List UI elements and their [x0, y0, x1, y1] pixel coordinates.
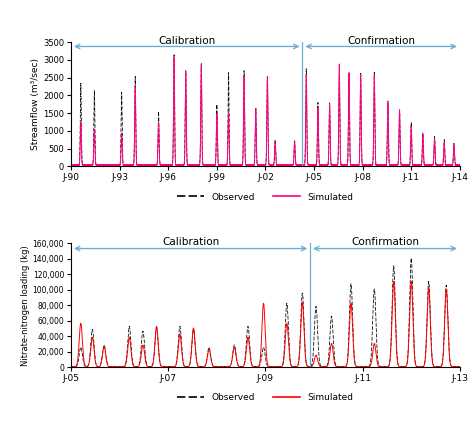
Text: Confirmation: Confirmation — [351, 237, 419, 247]
Text: Confirmation: Confirmation — [347, 36, 415, 46]
Text: Calibration: Calibration — [162, 237, 219, 247]
Y-axis label: Streamflow (m³/sec): Streamflow (m³/sec) — [31, 58, 40, 150]
Legend: Observed, Simulated: Observed, Simulated — [174, 189, 357, 205]
Y-axis label: Nitrate-nitrogen loading (kg): Nitrate-nitrogen loading (kg) — [21, 245, 30, 365]
Legend: Observed, Simulated: Observed, Simulated — [174, 390, 357, 406]
Text: Calibration: Calibration — [158, 36, 215, 46]
